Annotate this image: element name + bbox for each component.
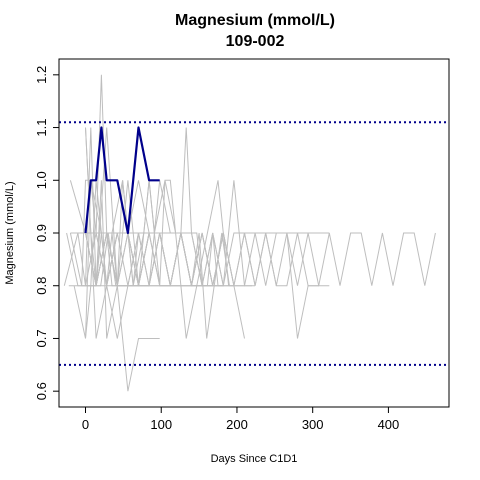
y-tick-label: 0.8 — [34, 277, 49, 295]
y-tick-label: 1.1 — [34, 119, 49, 137]
x-tick-label: 0 — [82, 417, 89, 432]
y-tick-label: 0.9 — [34, 224, 49, 242]
highlight-layer — [84, 126, 160, 235]
series-line-8 — [85, 180, 234, 339]
x-tick-label: 200 — [226, 417, 248, 432]
x-tick-label: 100 — [150, 417, 172, 432]
series-line-16 — [85, 232, 330, 287]
x-axis-label: Days Since C1D1 — [211, 453, 298, 465]
reference-lines — [59, 121, 449, 366]
x-tick-label: 300 — [302, 417, 324, 432]
y-axis: 0.6 0.7 0.8 0.9 1.0 1.1 1.2 — [34, 66, 60, 400]
chart-title: Magnesium (mmol/L) — [175, 12, 335, 29]
x-axis: 0 100 200 300 400 — [82, 406, 400, 432]
y-axis-label: Magnesium (mmol/L) — [4, 181, 16, 284]
y-tick-label: 1.0 — [34, 171, 49, 189]
x-tick-label: 400 — [378, 417, 400, 432]
y-tick-label: 0.6 — [34, 382, 49, 400]
series-layer — [63, 74, 436, 392]
y-tick-label: 0.7 — [34, 329, 49, 347]
chart-subtitle: 109-002 — [226, 33, 285, 50]
series-line-highlighted — [84, 126, 160, 235]
y-tick-label: 1.2 — [34, 66, 49, 84]
